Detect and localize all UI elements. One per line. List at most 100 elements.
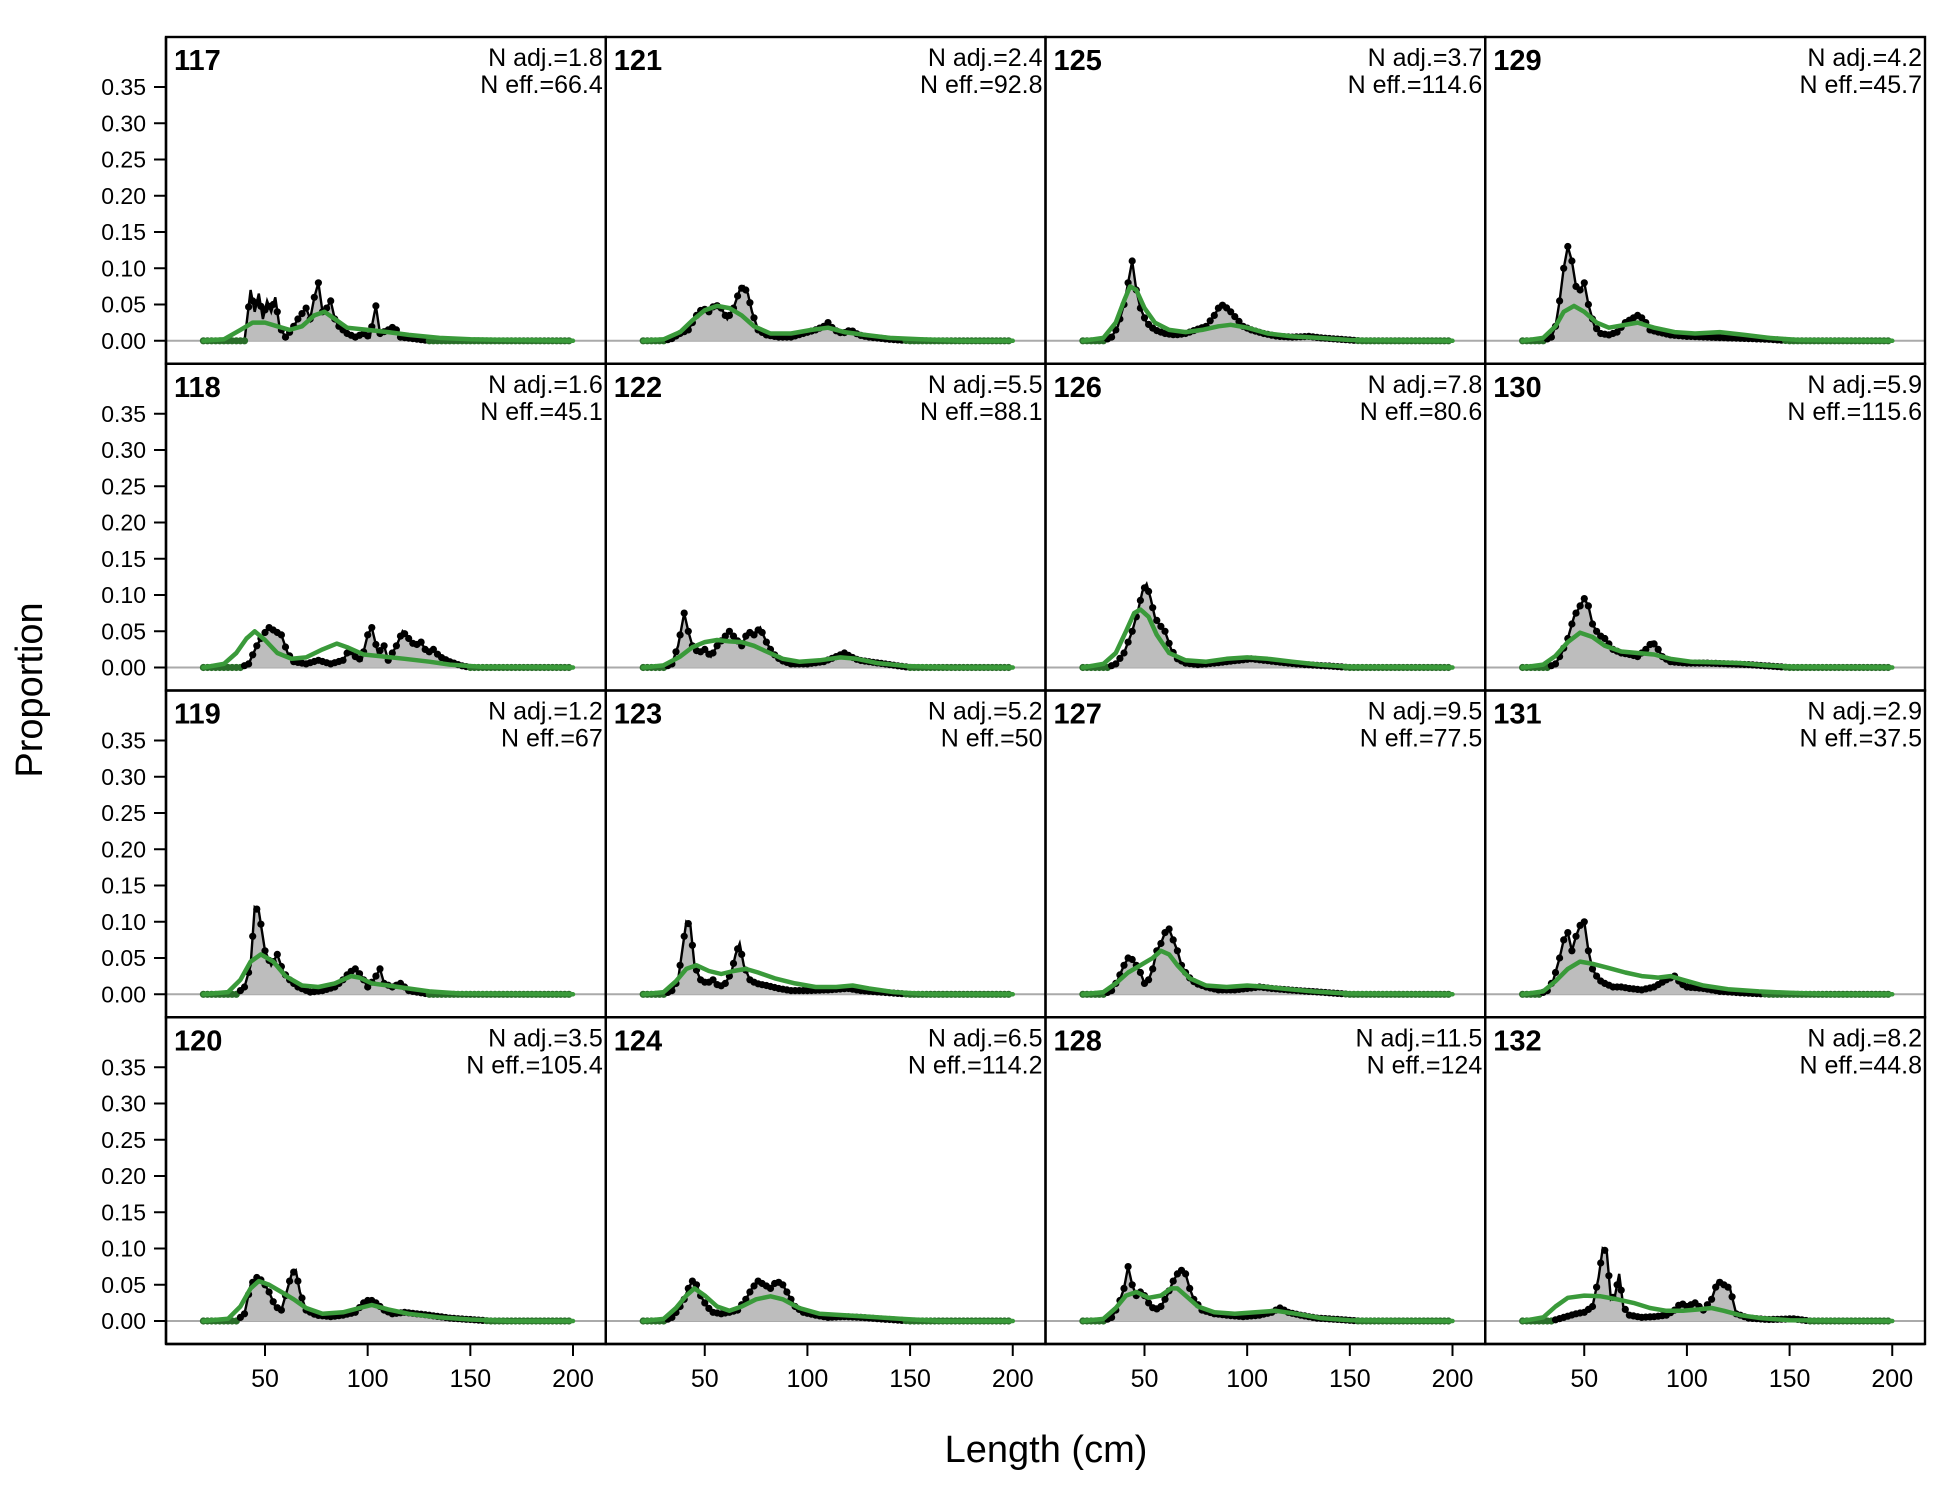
observed-point <box>298 1294 306 1302</box>
panel-127: 127 N adj.=9.5N eff.=77.5 <box>1044 689 1487 1019</box>
panel-id-label: 122 <box>614 372 662 404</box>
n-adj-label: N adj.=3.5 <box>488 1024 603 1052</box>
y-tick-label: 0.30 <box>101 764 146 790</box>
x-tick-label: 50 <box>251 1365 279 1393</box>
observed-point <box>1182 1270 1190 1278</box>
n-eff-label: N eff.=77.5 <box>1360 725 1483 753</box>
observed-point <box>1560 936 1568 944</box>
observed-point <box>388 649 396 657</box>
observed-area <box>236 907 574 995</box>
observed-point <box>286 1277 294 1285</box>
panel-117: 117 N adj.=1.8N eff.=66.4 <box>164 35 607 365</box>
observed-point <box>277 1306 285 1314</box>
observed-point <box>1116 654 1124 663</box>
observed-point <box>1588 620 1597 628</box>
n-adj-label: N adj.=9.5 <box>1368 698 1483 726</box>
y-tick-label: 0.25 <box>101 800 146 826</box>
observed-point <box>1551 660 1560 668</box>
observed-point <box>680 932 688 940</box>
observed-point <box>1112 660 1120 668</box>
n-eff-label: N eff.=115.6 <box>1787 398 1922 426</box>
expected-line <box>1080 284 1455 344</box>
observed-point <box>273 308 281 316</box>
observed-point <box>1584 300 1592 309</box>
observed-area <box>1103 1266 1453 1321</box>
observed-point <box>245 303 253 311</box>
observed-point <box>1621 1305 1629 1313</box>
observed-point <box>725 627 734 635</box>
observed-point <box>257 920 265 928</box>
observed-point <box>1584 947 1592 955</box>
expected-line <box>1080 1286 1455 1324</box>
panel-id-label: 127 <box>1054 699 1102 731</box>
x-tick-label: 150 <box>1329 1365 1371 1393</box>
panel-id-label: 128 <box>1054 1025 1102 1057</box>
panel-120: 120 N adj.=3.5N eff.=105.4 <box>164 1016 607 1346</box>
observed-point <box>269 1298 277 1306</box>
observed-point <box>249 651 257 659</box>
panel-118: 118 N adj.=1.6N eff.=45.1 <box>164 362 607 692</box>
n-adj-label: N adj.=8.2 <box>1807 1024 1922 1052</box>
observed-point <box>1547 333 1555 341</box>
panel-id-label: 121 <box>614 45 662 77</box>
observed-point <box>372 640 380 649</box>
observed-point <box>1556 954 1564 962</box>
observed-point <box>1593 1283 1601 1291</box>
observed-point <box>1169 936 1177 944</box>
observed-point <box>1650 640 1658 648</box>
observed-point <box>684 920 692 928</box>
observed-point <box>750 1282 758 1290</box>
observed-area <box>663 613 1013 668</box>
observed-point <box>701 645 709 654</box>
observed-point <box>1149 604 1157 612</box>
n-adj-label: N adj.=2.9 <box>1807 698 1922 726</box>
observed-point <box>372 302 380 310</box>
observed-point <box>249 932 257 940</box>
n-eff-label: N eff.=88.1 <box>920 398 1043 426</box>
observed-point <box>1165 639 1173 647</box>
n-eff-label: N eff.=80.6 <box>1360 398 1483 426</box>
n-eff-label: N eff.=44.8 <box>1799 1051 1922 1079</box>
panel-121: 121 N adj.=2.4N eff.=92.8 <box>604 35 1047 365</box>
observed-point <box>1588 965 1597 973</box>
expected-line <box>1520 630 1895 670</box>
observed-point <box>261 947 269 955</box>
n-eff-label: N eff.=114.2 <box>908 1051 1043 1079</box>
expected-line <box>201 309 576 344</box>
observed-point <box>351 965 359 973</box>
n-adj-label: N adj.=5.5 <box>928 371 1043 399</box>
observed-point <box>405 634 413 643</box>
observed-point <box>680 609 688 617</box>
y-tick-label: 0.35 <box>101 74 146 100</box>
y-tick-label: 0.25 <box>101 1127 146 1153</box>
observed-point <box>1588 1302 1597 1311</box>
observed-point <box>1206 317 1214 325</box>
x-tick-label: 150 <box>889 1365 931 1393</box>
observed-point <box>1593 627 1601 635</box>
observed-area <box>236 1270 574 1321</box>
y-tick-label: 0.25 <box>101 147 146 173</box>
observed-point <box>1128 257 1136 265</box>
observed-area <box>1543 246 1893 341</box>
n-adj-label: N adj.=2.4 <box>928 44 1043 72</box>
observed-point <box>1210 311 1218 319</box>
y-tick-label: 0.05 <box>101 292 146 318</box>
observed-point <box>1712 1283 1720 1291</box>
observed-point <box>240 983 249 991</box>
observed-point <box>1165 925 1173 933</box>
observed-point <box>1728 1293 1736 1301</box>
observed-point <box>709 976 717 984</box>
observed-point <box>281 643 290 651</box>
observed-point <box>1235 317 1243 325</box>
observed-point <box>713 642 721 650</box>
n-adj-label: N adj.=6.5 <box>928 1024 1043 1052</box>
panel-id-label: 119 <box>174 699 221 731</box>
expected-line <box>1080 948 1455 997</box>
observed-point <box>417 638 425 646</box>
y-tick-label: 0.15 <box>101 219 146 245</box>
observed-point <box>746 299 754 307</box>
observed-point <box>355 655 364 663</box>
n-adj-label: N adj.=5.2 <box>928 698 1043 726</box>
x-tick-label: 150 <box>449 1365 491 1393</box>
panel-id-label: 120 <box>174 1025 222 1057</box>
